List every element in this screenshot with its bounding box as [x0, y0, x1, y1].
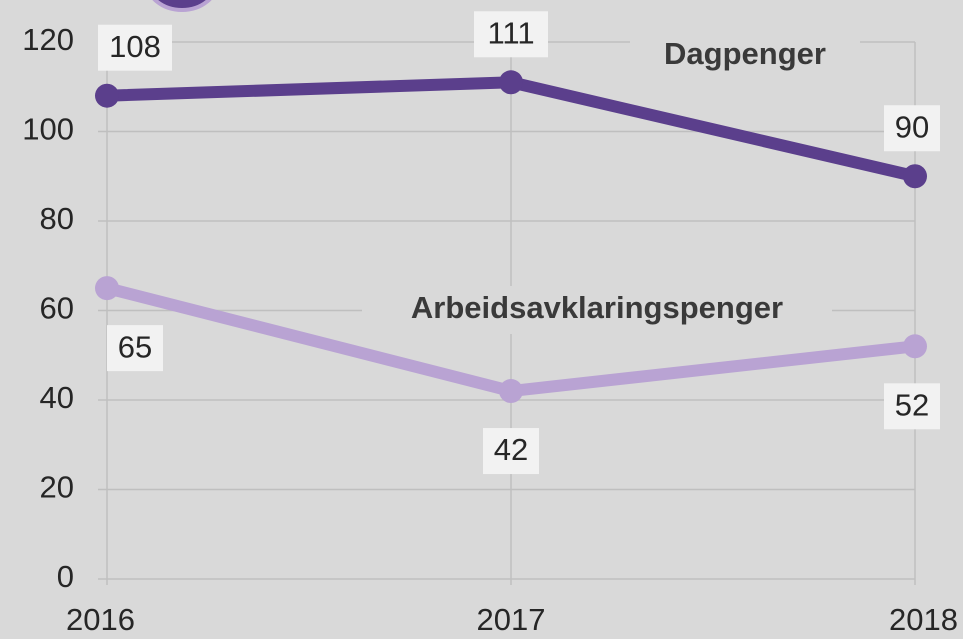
y-tick-label: 40	[40, 380, 74, 415]
y-tick-label: 60	[40, 291, 74, 326]
series-label-box	[362, 286, 832, 334]
data-label: 52	[895, 387, 929, 422]
y-tick-label: 100	[22, 112, 74, 147]
x-tick-label: 2018	[889, 602, 958, 637]
marker	[499, 379, 523, 404]
marker	[95, 276, 119, 301]
marker	[903, 164, 927, 189]
data-label-box	[884, 105, 940, 152]
y-tick-label: 120	[22, 22, 74, 57]
data-label: 65	[118, 329, 152, 364]
data-label: 108	[109, 29, 161, 64]
series-label: Dagpenger	[664, 36, 826, 71]
y-tick-label: 0	[57, 559, 74, 594]
y-tick-label: 20	[40, 470, 74, 505]
data-label-box	[107, 325, 163, 372]
data-label-box	[483, 428, 539, 475]
series-label-box	[630, 32, 860, 80]
data-label-box	[98, 24, 172, 71]
x-tick-label: 2016	[66, 602, 135, 637]
data-label: 111	[487, 15, 534, 50]
marker	[499, 70, 523, 95]
series-label: Arbeidsavklaringspenger	[411, 290, 783, 325]
marker	[95, 83, 119, 108]
data-label-box	[474, 11, 548, 58]
decoration	[152, 0, 212, 12]
y-tick-label: 80	[40, 201, 74, 236]
data-label: 42	[494, 432, 528, 467]
x-tick-label: 2017	[477, 602, 546, 637]
data-label-box	[884, 383, 940, 430]
marker	[903, 334, 927, 359]
data-label: 90	[895, 109, 929, 144]
